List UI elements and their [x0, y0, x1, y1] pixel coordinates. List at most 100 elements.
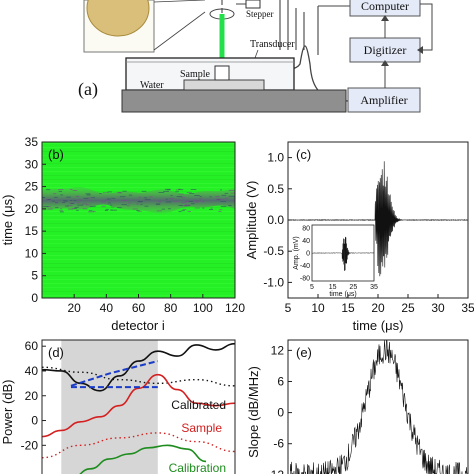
heatmap-noise-mark: [136, 210, 140, 211]
heatmap-noise-mark: [165, 198, 168, 200]
arrowhead-amp-dig: [381, 60, 389, 66]
heatmap-noise-mark: [193, 201, 199, 203]
heatmap-noise-mark: [122, 199, 128, 201]
heatmap-noise-mark: [58, 190, 63, 192]
heatmap-noise-mark: [88, 211, 94, 213]
heatmap-noise-mark: [77, 199, 82, 201]
inset-x-label: time (μs): [329, 291, 356, 298]
heatmap-noise-mark: [210, 207, 213, 209]
heatmap-noise-mark: [230, 192, 235, 194]
heatmap-noise-mark: [196, 200, 201, 202]
waveform-trace: [288, 161, 468, 277]
inset-trace: [311, 236, 375, 271]
panel-c-label: (c): [296, 147, 311, 162]
heatmap-noise-mark: [70, 188, 73, 190]
heatmap-x-ticks: 20 40 60 80 100 120: [67, 294, 245, 315]
heatmap-noise-mark: [73, 200, 77, 202]
heatmap-noise-mark: [166, 189, 171, 191]
heatmap-noise-mark: [193, 199, 197, 201]
heatmap-noise-mark: [86, 204, 90, 206]
heatmap-noise-mark: [190, 189, 197, 190]
heatmap-noise-mark: [64, 200, 68, 202]
heatmap-y-tick-label: 5: [31, 269, 38, 283]
legend-sample: Sample: [181, 421, 222, 435]
arrowhead-dig-comp: [381, 15, 389, 21]
heatmap-noise-mark: [161, 208, 165, 210]
heatmap-noise-mark: [59, 210, 64, 212]
heatmap-noise-mark: [156, 210, 162, 212]
inset-x-tick-label: 15: [329, 284, 337, 291]
heatmap-noise-mark: [93, 210, 96, 212]
heatmap-noise-mark: [126, 205, 130, 207]
heatmap-x-tick-label: 20: [67, 301, 81, 315]
heatmap-y-tick-label: 25: [25, 180, 39, 194]
heatmap-noise-mark: [46, 206, 51, 208]
heatmap-y-tick-label: 10: [25, 246, 39, 260]
heatmap-noise-mark: [175, 191, 179, 193]
heatmap-noise-mark: [175, 189, 180, 191]
waveform-x-ticks: 5 10 15 20 25 30 35: [285, 294, 474, 315]
heatmap-noise-mark: [53, 193, 57, 195]
heatmap-noise-mark: [72, 190, 78, 192]
photo-pointer-2: [153, 11, 206, 51]
heatmap-noise-mark: [199, 198, 203, 200]
heatmap-noise-mark: [89, 210, 93, 212]
heatmap-noise-mark: [158, 192, 165, 193]
power-y-tick-label: 20: [25, 389, 39, 403]
heatmap-noise-mark: [138, 196, 142, 198]
power-frame: [41, 339, 236, 474]
heatmap-noise-mark: [76, 202, 80, 204]
heatmap-noise-mark: [82, 208, 88, 210]
amplifier-label: Amplifier: [360, 93, 407, 107]
arrowhead-feedback: [417, 46, 423, 54]
heatmap-noise-mark: [209, 209, 214, 210]
heatmap-noise-mark: [82, 203, 88, 205]
heatmap-x-label: detector i: [111, 318, 165, 333]
heatmap-noise-mark: [87, 197, 92, 199]
heatmap-noise-mark: [181, 202, 187, 204]
waveform-x-tick-label: 15: [341, 301, 355, 315]
heatmap-noise-mark: [202, 207, 205, 209]
heatmap-noise-mark: [184, 200, 188, 202]
heatmap-noise-mark: [104, 210, 108, 212]
heatmap-noise-mark: [170, 195, 173, 197]
heatmap-x-tick-label: 100: [193, 301, 213, 315]
heatmap-noise-mark: [149, 196, 153, 198]
heatmap-noise-mark: [55, 201, 58, 203]
heatmap-noise-mark: [85, 193, 91, 195]
heatmap-noise-mark: [119, 196, 126, 198]
waveform-y-tick-label: 1.0: [267, 151, 284, 165]
waveform-x-tick-label: 30: [431, 301, 445, 315]
heatmap-noise-mark: [218, 198, 225, 200]
heatmap-noise-mark: [111, 209, 117, 211]
stepper-label: Stepper: [246, 9, 274, 19]
power-series: [42, 342, 235, 474]
panel-a-label: (a): [78, 79, 98, 100]
heatmap-noise-mark: [77, 204, 84, 206]
heatmap-noise-mark: [220, 189, 223, 191]
heatmap-noise-mark: [233, 200, 235, 202]
heatmap-y-tick-label: 0: [31, 291, 38, 305]
heatmap-noise-mark: [218, 211, 222, 212]
heatmap-x-tick-label: 80: [164, 301, 178, 315]
heatmap-noise-mark: [143, 197, 148, 199]
heatmap-band: [42, 186, 235, 214]
panel-c-waveform: (c) -1.0 -0.5 0.0 0.5 1.0 5 10 15 20 25 30 35 Ampl…: [244, 141, 474, 333]
heatmap-noise-mark: [136, 203, 139, 205]
heatmap-noise-mark: [74, 208, 77, 209]
heatmap-noise-mark: [132, 208, 138, 210]
waveform-x-tick-label: 5: [285, 301, 292, 315]
inset-y-tick-label: -80: [300, 275, 310, 282]
photo-pointer-1: [153, 0, 206, 3]
heatmap-noise-mark: [102, 192, 109, 194]
heatmap-noise-mark: [128, 202, 131, 204]
heatmap-noise-mark: [100, 201, 106, 203]
heatmap-noise-mark: [178, 193, 184, 195]
heatmap-noise-mark: [224, 192, 229, 194]
slope-y-ticks: -12 -6 0 6 12: [267, 343, 292, 474]
heatmap-noise-mark: [110, 206, 115, 208]
heatmap-noise-mark: [209, 196, 212, 198]
heatmap-noise-mark: [220, 201, 226, 202]
heatmap-noise-mark: [184, 204, 191, 206]
heatmap-noise-mark: [74, 206, 79, 208]
